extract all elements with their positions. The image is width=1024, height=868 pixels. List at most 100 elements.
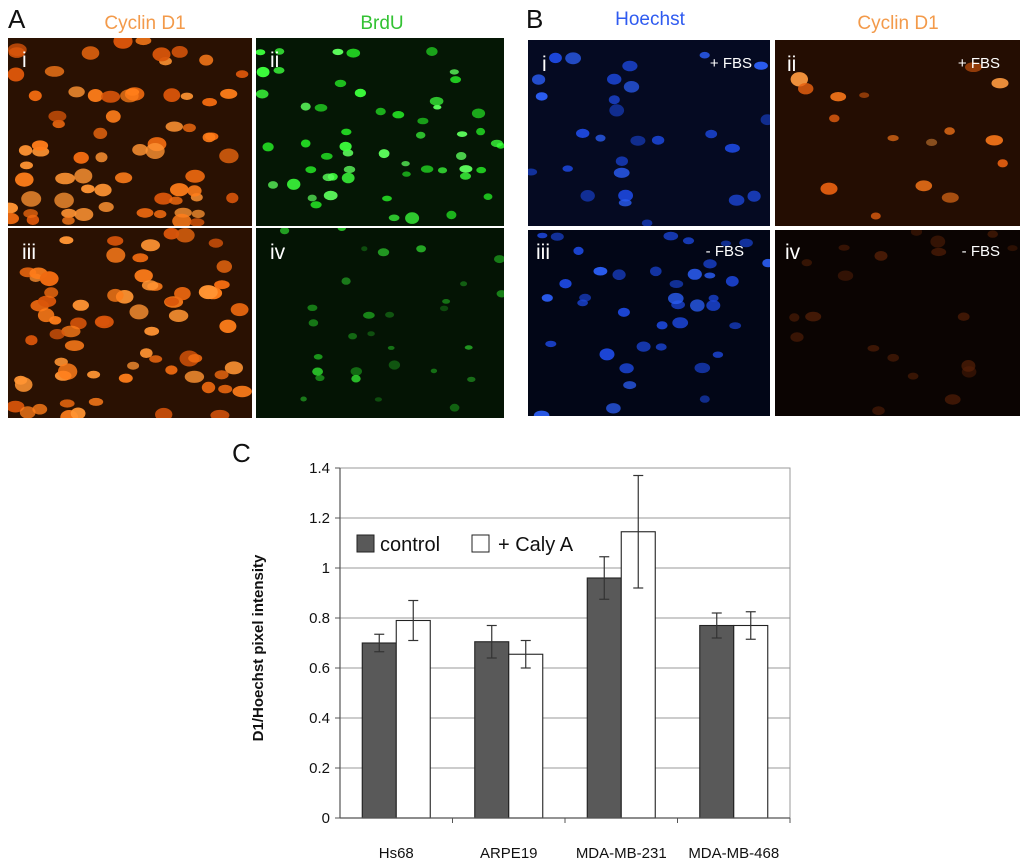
cell-nucleus xyxy=(607,73,622,85)
cell-nucleus xyxy=(21,191,42,207)
cell-nucleus xyxy=(107,288,124,302)
panel-b-label-iii: iii xyxy=(536,241,550,264)
cell-nucleus xyxy=(991,78,1009,89)
panel-a-label-i: i xyxy=(22,49,27,72)
cell-nucleus xyxy=(14,172,34,187)
cell-nucleus xyxy=(669,280,684,288)
cell-nucleus xyxy=(37,295,57,307)
cell-nucleus xyxy=(599,348,615,361)
cell-nucleus xyxy=(545,340,557,348)
cell-nucleus xyxy=(483,193,493,200)
cell-nucleus xyxy=(416,245,426,253)
cell-nucleus xyxy=(118,373,133,383)
cell-nucleus xyxy=(136,208,154,218)
cell-nucleus xyxy=(416,131,426,139)
cell-nucleus xyxy=(699,51,710,59)
cell-nucleus xyxy=(61,325,81,338)
cell-nucleus xyxy=(214,370,229,380)
y-tick-label: 0.2 xyxy=(309,760,330,777)
cell-nucleus xyxy=(615,156,628,166)
cell-nucleus xyxy=(191,209,205,219)
cell-nucleus xyxy=(172,213,192,226)
panel-b-label-ii: ii xyxy=(787,53,797,76)
cell-nucleus xyxy=(420,165,434,173)
cell-nucleus xyxy=(694,362,711,374)
cell-nucleus xyxy=(350,367,362,376)
cell-nucleus xyxy=(706,300,721,311)
cell-nucleus xyxy=(187,185,202,197)
cell-nucleus xyxy=(321,152,333,160)
cell-nucleus xyxy=(55,172,75,185)
cell-nucleus xyxy=(830,92,847,102)
cell-nucleus xyxy=(405,212,420,224)
cell-nucleus xyxy=(549,52,562,64)
cell-nucleus xyxy=(789,313,800,322)
cell-nucleus xyxy=(152,47,171,62)
cell-nucleus xyxy=(577,299,588,307)
cell-nucleus xyxy=(120,89,139,103)
cell-nucleus xyxy=(430,368,438,374)
cell-nucleus xyxy=(464,345,473,350)
cell-nucleus xyxy=(1007,245,1018,252)
cell-nucleus xyxy=(19,406,36,418)
cell-nucleus xyxy=(188,354,203,363)
cell-nucleus xyxy=(374,397,382,402)
cell-nucleus xyxy=(73,151,89,164)
cell-nucleus xyxy=(202,132,216,143)
cell-nucleus xyxy=(300,396,307,402)
y-tick-label: 0.6 xyxy=(309,660,330,677)
cell-nucleus xyxy=(417,117,429,125)
micrograph-b-iii: iii - FBS xyxy=(528,230,770,416)
cell-nucleus xyxy=(201,381,216,394)
cell-nucleus xyxy=(437,167,448,174)
cell-nucleus xyxy=(72,299,90,311)
cell-nucleus xyxy=(8,202,18,214)
cell-nucleus xyxy=(165,365,178,375)
cell-nucleus xyxy=(115,172,133,184)
cell-nucleus xyxy=(315,374,325,382)
cell-nucleus xyxy=(235,70,249,78)
cell-nucleus xyxy=(460,172,471,180)
cell-nucleus xyxy=(87,89,104,102)
cell-nucleus xyxy=(230,303,249,317)
cell-nucleus xyxy=(747,190,761,202)
cell-nucleus xyxy=(307,194,317,202)
cell-nucleus xyxy=(219,148,239,164)
cell-nucleus xyxy=(687,268,702,280)
cell-nucleus xyxy=(532,74,546,85)
cell-nucleus xyxy=(704,272,716,279)
cell-nucleus xyxy=(623,81,640,93)
cell-nucleus xyxy=(378,149,390,159)
cell-nucleus xyxy=(837,270,854,281)
cell-nucleus xyxy=(14,377,33,392)
cell-nucleus xyxy=(690,299,705,312)
cell-nucleus xyxy=(300,102,311,111)
cell-nucleus xyxy=(618,199,632,207)
cell-nucleus xyxy=(467,376,476,382)
panel-a-label-ii: ii xyxy=(270,49,280,72)
cell-nucleus xyxy=(88,397,104,406)
cell-nucleus xyxy=(930,235,946,248)
cell-nucleus xyxy=(185,169,205,183)
cell-nucleus xyxy=(623,381,637,390)
cell-nucleus xyxy=(630,135,646,146)
cell-nucleus xyxy=(141,280,159,291)
cell-nucleus xyxy=(872,406,885,416)
cell-nucleus xyxy=(805,311,822,322)
cell-nucleus xyxy=(323,190,338,201)
cell-nucleus xyxy=(565,52,581,65)
cell-nucleus xyxy=(95,316,110,327)
cell-nucleus xyxy=(106,247,126,263)
cell-nucleus xyxy=(456,131,468,137)
cell-nucleus xyxy=(655,343,667,351)
cell-nucleus xyxy=(867,345,880,352)
cell-nucleus xyxy=(705,129,718,139)
cell-nucleus xyxy=(910,230,923,236)
cell-nucleus xyxy=(165,297,179,306)
cell-nucleus xyxy=(650,266,662,277)
cell-nucleus xyxy=(573,246,584,255)
cell-nucleus xyxy=(907,372,919,380)
cell-nucleus xyxy=(798,83,814,95)
cell-nucleus xyxy=(273,67,285,74)
